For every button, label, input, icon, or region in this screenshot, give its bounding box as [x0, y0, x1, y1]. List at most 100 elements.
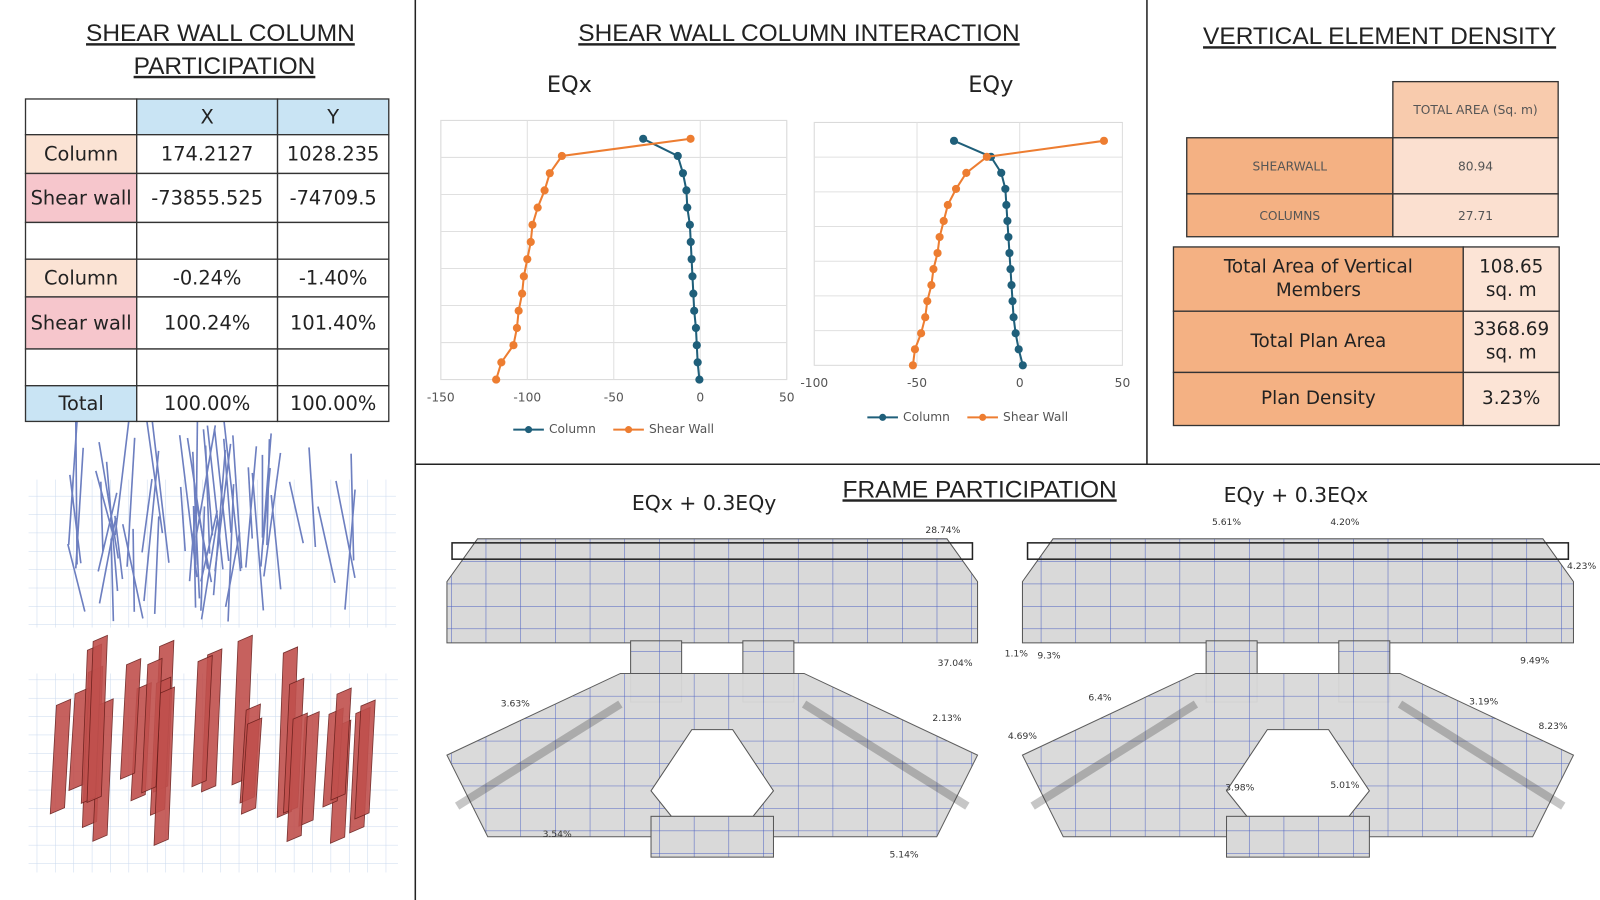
section-title: PARTICIPATION: [134, 53, 316, 80]
point: [962, 168, 971, 177]
legend-swatch: [879, 413, 887, 421]
row-label: Column: [44, 143, 118, 166]
cell-value: -0.24%: [173, 267, 242, 290]
model-column: [69, 474, 82, 564]
plan-percent: 9.49%: [1520, 656, 1549, 667]
model-column: [126, 437, 136, 567]
point: [545, 169, 554, 178]
row-label: Total Plan Area: [1249, 331, 1386, 352]
cell-value-cell: [276, 258, 390, 298]
model-column: [262, 467, 271, 545]
point: [528, 220, 537, 229]
plan-percent: 6.4%: [1088, 692, 1112, 703]
point: [639, 134, 648, 143]
point: [688, 272, 697, 281]
model-column: [214, 443, 232, 572]
legend-swatch: [525, 426, 533, 434]
point: [939, 216, 948, 226]
blank-cell: [24, 348, 138, 387]
point: [997, 168, 1006, 177]
plan-percent: 3.98%: [1225, 782, 1254, 793]
row-label: Plan Density: [1261, 388, 1376, 409]
x-tick-label: 50: [1115, 376, 1131, 390]
point: [1004, 232, 1013, 242]
legend-label: Column: [903, 410, 950, 424]
floor-plans: 28.74% 37.04% 3.63% 2.13% 3.54% 5.14% 5.61% 4.2…: [446, 517, 1596, 861]
model-column: [150, 416, 170, 563]
plan-percent: 3.54%: [543, 829, 572, 840]
point: [1018, 361, 1027, 370]
point: [687, 255, 696, 264]
row-label: Shear wall: [31, 311, 132, 334]
legend-swatch: [979, 413, 987, 421]
frame-outline: [1397, 700, 1566, 810]
cell-value: -1.40%: [299, 267, 368, 290]
section-title: SHEAR WALL COLUMN: [86, 20, 355, 47]
x-tick-label: 0: [1016, 376, 1024, 390]
cell-value: 3.23%: [1482, 388, 1540, 409]
section-title: FRAME PARTICIPATION: [843, 476, 1117, 503]
model-column: [186, 437, 209, 569]
point: [518, 289, 527, 298]
point: [693, 358, 702, 367]
model-column: [97, 492, 118, 572]
model-column: [194, 420, 199, 566]
point: [686, 237, 695, 247]
cell-value-cell: [276, 134, 390, 175]
point: [1008, 297, 1017, 306]
cell-value-cell: [1392, 193, 1559, 238]
point: [512, 323, 521, 333]
plan-title: EQy + 0.3EQx: [1224, 483, 1368, 507]
cell-value-cell: [276, 385, 390, 423]
plan-percent: 9.3%: [1037, 651, 1061, 662]
cell-value-cell: [276, 296, 390, 350]
point: [690, 306, 699, 315]
point: [1006, 265, 1015, 274]
row-label-cell: [24, 385, 138, 423]
plan-percent: 1.1%: [1005, 649, 1029, 660]
model-wall: [191, 654, 213, 788]
model-column: [247, 467, 254, 539]
plan-block: [446, 538, 979, 644]
model-wall: [49, 698, 72, 815]
blank-cell: [24, 221, 138, 260]
model-column: [143, 450, 160, 602]
point: [526, 237, 535, 247]
row-label-cell: [1172, 310, 1464, 374]
point: [685, 220, 694, 229]
chart-title: EQy: [968, 72, 1013, 98]
plan-percent: 4.23%: [1567, 561, 1596, 572]
model-column: [95, 470, 114, 535]
point: [923, 297, 932, 306]
cell-value: 101.40%: [290, 311, 376, 334]
point: [523, 255, 532, 264]
legend-label: Shear Wall: [1003, 410, 1068, 424]
column-header: Y: [326, 105, 339, 128]
point: [686, 134, 695, 143]
point: [673, 151, 682, 161]
model-column: [200, 519, 219, 620]
model-column: [263, 452, 282, 577]
model-column: [132, 528, 136, 612]
point: [492, 375, 501, 384]
model-column: [206, 425, 224, 570]
point: [1007, 281, 1016, 290]
plot-area: [813, 121, 1123, 366]
model-column: [232, 435, 243, 569]
point: [1002, 200, 1011, 210]
frame-outline: [454, 700, 623, 810]
point: [1011, 329, 1020, 338]
model-column: [350, 453, 355, 561]
x-tick-label: -100: [513, 390, 541, 404]
point: [949, 136, 959, 145]
row-label: COLUMNS: [1259, 209, 1320, 223]
cell-value-cell: [1462, 371, 1560, 427]
model-column: [153, 516, 160, 615]
point: [908, 361, 917, 370]
point: [497, 358, 506, 367]
row-label-cell: [1186, 137, 1394, 195]
plan-title: EQx + 0.3EQy: [632, 491, 776, 515]
model-wall: [330, 687, 352, 801]
legend-label: Shear Wall: [649, 422, 714, 436]
